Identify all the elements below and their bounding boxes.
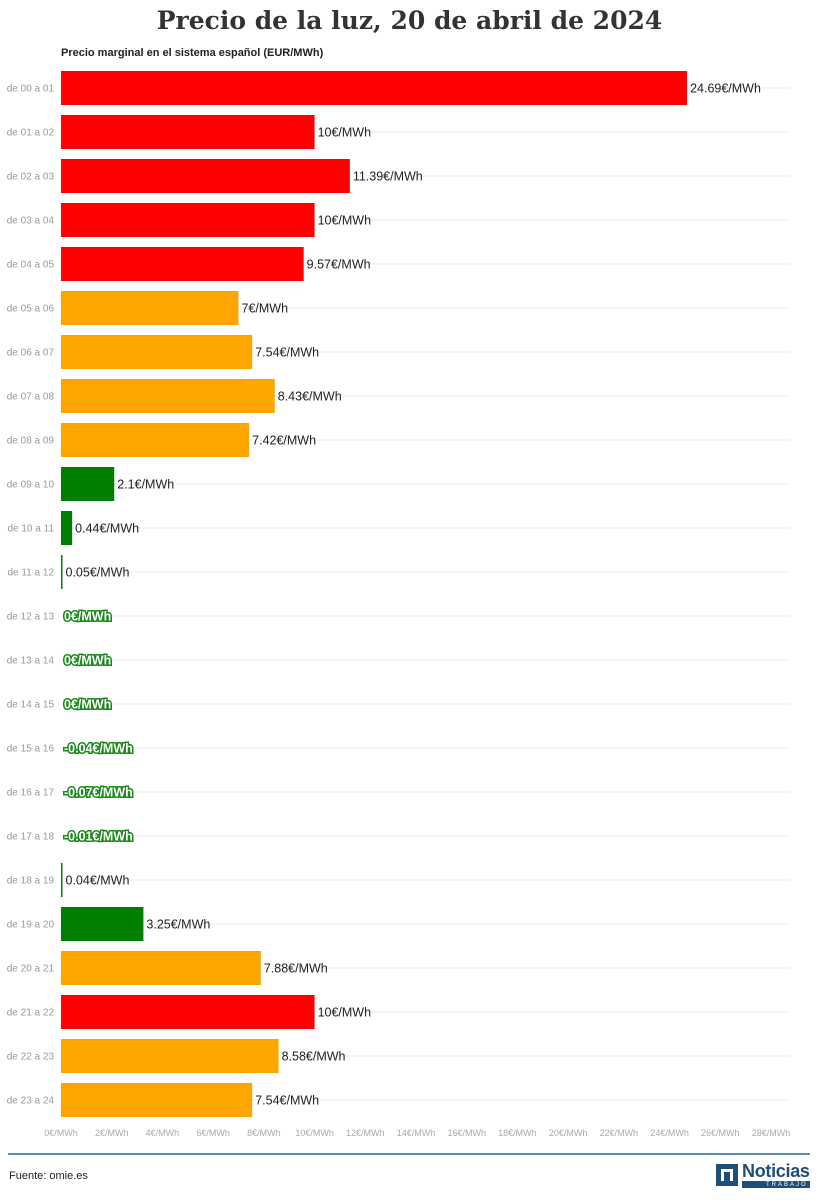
category-label: de 03 a 04	[7, 216, 55, 227]
category-label: de 09 a 10	[7, 480, 55, 491]
bar	[61, 291, 239, 325]
category-label: de 16 a 17	[7, 788, 55, 799]
category-label: de 07 a 08	[7, 392, 55, 403]
x-tick-label: 6€/MWh	[196, 1128, 230, 1138]
grid-lines	[61, 87, 790, 1101]
bar-chart: 24.69€/MWh 10€/MWh 11.39€/MWh 10€/MWh 9.57€/…	[7, 71, 790, 1138]
x-tick-label: 10€/MWh	[295, 1128, 334, 1138]
bar	[61, 863, 63, 897]
x-tick-label: 14€/MWh	[397, 1128, 436, 1138]
bar	[61, 159, 350, 193]
logo-text: Noticias TRABAJO	[742, 1162, 810, 1188]
bar	[61, 335, 253, 369]
data-label: 0.44€/MWh	[75, 522, 139, 536]
data-label: -0.01€/MWh	[64, 830, 133, 844]
x-tick-label: 8€/MWh	[247, 1128, 281, 1138]
source-text: Fuente: omie.es	[9, 1170, 88, 1182]
bar	[61, 907, 144, 941]
data-label: -0.07€/MWh	[64, 786, 133, 800]
x-tick-label: 16€/MWh	[447, 1128, 486, 1138]
x-tick-label: 22€/MWh	[600, 1128, 639, 1138]
data-label: 7.88€/MWh	[264, 962, 328, 976]
category-label: de 12 a 13	[7, 612, 55, 623]
chart-subtitle: Precio marginal en el sistema español (E…	[61, 47, 324, 59]
x-tick-label: 4€/MWh	[146, 1128, 180, 1138]
x-tick-label: 26€/MWh	[701, 1128, 740, 1138]
category-label: de 14 a 15	[7, 700, 55, 711]
category-labels: de 00 a 01 de 01 a 02 de 02 a 03 de 03 a 04…	[7, 84, 55, 1107]
bar	[61, 423, 250, 457]
x-tick-label: 0€/MWh	[44, 1128, 78, 1138]
data-label: 24.69€/MWh	[690, 82, 761, 96]
data-label: 11.39€/MWh	[353, 170, 423, 184]
bar	[61, 71, 688, 105]
category-label: de 17 a 18	[7, 832, 55, 843]
bars	[61, 71, 688, 1117]
category-label: de 02 a 03	[7, 172, 55, 183]
x-tick-label: 20€/MWh	[549, 1128, 588, 1138]
category-label: de 04 a 05	[7, 260, 55, 271]
category-label: de 19 a 20	[7, 920, 55, 931]
data-label: 0€/MWh	[64, 610, 111, 624]
x-tick-label: 28€/MWh	[752, 1128, 791, 1138]
category-label: de 00 a 01	[7, 84, 55, 95]
category-label: de 08 a 09	[7, 436, 55, 447]
data-label: 0€/MWh	[64, 698, 111, 712]
logo-mark-icon	[716, 1164, 738, 1186]
data-label: 9.57€/MWh	[307, 258, 371, 272]
bar	[61, 379, 275, 413]
x-tick-label: 24€/MWh	[650, 1128, 689, 1138]
data-label: 0.04€/MWh	[66, 874, 130, 888]
category-label: de 11 a 12	[7, 568, 54, 579]
category-label: de 10 a 11	[7, 524, 54, 535]
bar	[61, 247, 304, 281]
bar	[61, 951, 261, 985]
category-label: de 20 a 21	[7, 964, 55, 975]
data-label: 8.43€/MWh	[278, 390, 342, 404]
data-label: -0.04€/MWh	[64, 742, 133, 756]
category-label: de 23 a 24	[7, 1096, 55, 1107]
x-tick-label: 18€/MWh	[498, 1128, 537, 1138]
data-label: 7.54€/MWh	[255, 1094, 319, 1108]
x-axis-ticks: 0€/MWh 2€/MWh 4€/MWh 6€/MWh 8€/MWh 10€/MWh 12€…	[44, 1128, 790, 1138]
logo-main-text: Noticias	[742, 1161, 810, 1181]
footer-divider	[8, 1153, 810, 1155]
data-label: 7€/MWh	[242, 302, 289, 316]
category-label: de 15 a 16	[7, 744, 55, 755]
category-label: de 22 a 23	[7, 1052, 55, 1063]
data-label: 0€/MWh	[64, 654, 111, 668]
bar	[61, 203, 315, 237]
bar	[61, 1039, 279, 1073]
data-label: 10€/MWh	[318, 214, 372, 228]
data-label: 7.54€/MWh	[255, 346, 319, 360]
category-label: de 05 a 06	[7, 304, 55, 315]
noticias-trabajo-logo: Noticias TRABAJO	[716, 1162, 810, 1188]
bar	[61, 555, 63, 589]
data-label: 7.42€/MWh	[252, 434, 316, 448]
data-label: 3.25€/MWh	[146, 918, 210, 932]
data-label: 10€/MWh	[318, 1006, 372, 1020]
logo-sub-text: TRABAJO	[742, 1181, 810, 1188]
bar	[61, 115, 315, 149]
data-label: 8.58€/MWh	[282, 1050, 346, 1064]
category-label: de 18 a 19	[7, 876, 55, 887]
bar	[61, 511, 73, 545]
category-label: de 13 a 14	[7, 656, 55, 667]
bar	[61, 995, 315, 1029]
category-label: de 06 a 07	[7, 348, 55, 359]
x-tick-label: 2€/MWh	[95, 1128, 129, 1138]
category-label: de 21 a 22	[7, 1008, 55, 1019]
data-labels: 24.69€/MWh 10€/MWh 11.39€/MWh 10€/MWh 9.57€/…	[63, 82, 761, 1108]
chart-title: Precio de la luz, 20 de abril de 2024	[156, 6, 663, 35]
bar	[61, 467, 115, 501]
bar	[61, 1083, 253, 1117]
category-label: de 01 a 02	[7, 128, 55, 139]
x-tick-label: 12€/MWh	[346, 1128, 385, 1138]
data-label: 10€/MWh	[318, 126, 372, 140]
data-label: 2.1€/MWh	[117, 478, 174, 492]
data-label: 0.05€/MWh	[66, 566, 130, 580]
